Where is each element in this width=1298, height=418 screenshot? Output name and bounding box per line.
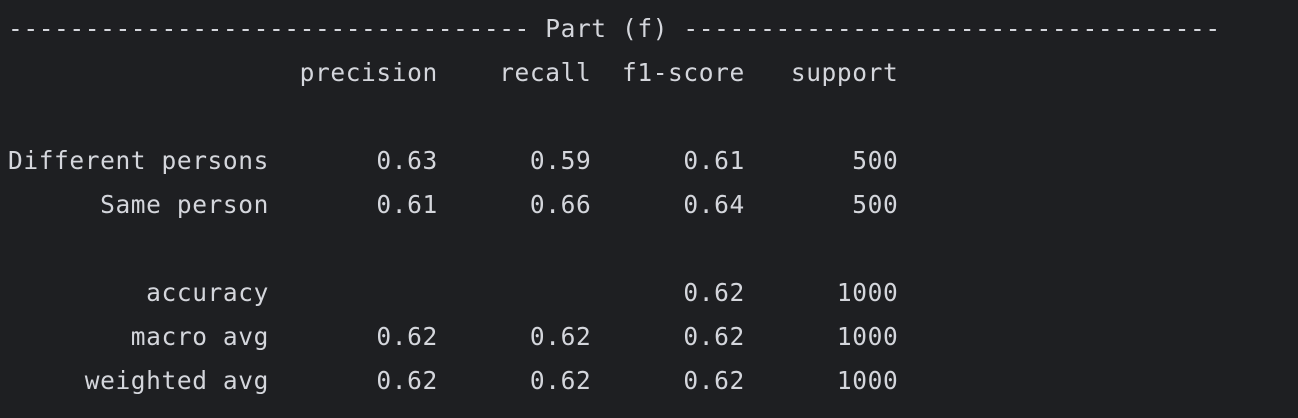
row-text: macro avg 0.62 0.62 0.62 1000	[8, 322, 899, 351]
report-row-different-persons: Different persons 0.63 0.59 0.61 500	[8, 146, 898, 176]
report-row-macro-avg: macro avg 0.62 0.62 0.62 1000	[8, 322, 898, 352]
report-row-weighted-avg: weighted avg 0.62 0.62 0.62 1000	[8, 366, 898, 396]
row-text: Different persons 0.63 0.59 0.61 500	[8, 146, 899, 175]
report-row-accuracy: accuracy 0.62 1000	[8, 278, 898, 308]
row-text: Same person 0.61 0.66 0.64 500	[8, 190, 899, 219]
row-text: accuracy 0.62 1000	[8, 278, 899, 307]
section-header-text: ---------------------------------- Part …	[8, 14, 1221, 43]
column-headers-text: precision recall f1-score support	[8, 58, 899, 87]
report-column-headers: precision recall f1-score support	[8, 58, 898, 88]
section-header-line: ---------------------------------- Part …	[8, 14, 1221, 44]
report-row-same-person: Same person 0.61 0.66 0.64 500	[8, 190, 898, 220]
row-text: weighted avg 0.62 0.62 0.62 1000	[8, 366, 899, 395]
